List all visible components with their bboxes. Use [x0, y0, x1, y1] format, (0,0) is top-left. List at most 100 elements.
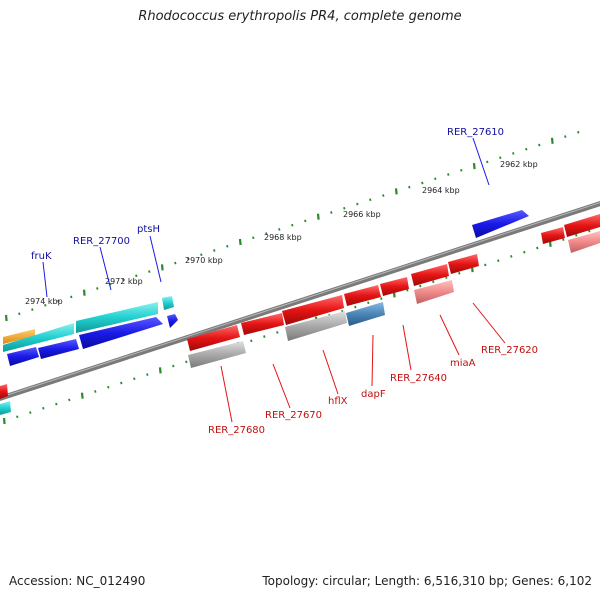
minor-tick	[278, 228, 281, 231]
feature-pink[interactable]	[414, 280, 454, 304]
minor-tick	[434, 177, 437, 181]
minor-tick	[146, 373, 149, 376]
minor-tick	[107, 385, 110, 389]
minor-tick	[356, 202, 359, 206]
minor-tick	[484, 263, 487, 267]
minor-tick	[31, 308, 34, 311]
gene-label-rer-27670[interactable]: RER_27670	[265, 410, 322, 421]
minor-tick	[538, 143, 541, 147]
genome-backbone	[0, 200, 600, 402]
minor-tick	[252, 236, 255, 240]
genome-backbone-highlight	[0, 202, 600, 398]
minor-tick	[432, 280, 435, 284]
major-tick	[316, 213, 320, 220]
feature-cds-reverse[interactable]	[187, 325, 240, 351]
reverse-gene-labels: RER_27680 RER_27670 hflX dapF RER_27640 …	[208, 345, 538, 436]
feature-grey[interactable]	[285, 311, 347, 341]
gene-label-rer-27680[interactable]: RER_27680	[208, 425, 265, 436]
feature-cds-forward[interactable]	[472, 210, 529, 238]
feature-cds-reverse[interactable]	[0, 384, 8, 399]
minor-tick	[330, 211, 333, 214]
minor-tick	[421, 181, 424, 185]
minor-tick	[94, 390, 97, 393]
feature-orange[interactable]	[3, 329, 35, 344]
gene-label-rer-27610[interactable]: RER_27610	[447, 127, 504, 138]
minor-tick	[185, 360, 188, 364]
minor-tick	[122, 278, 125, 282]
feature-grey[interactable]	[188, 341, 246, 368]
minor-tick	[354, 305, 357, 309]
minor-tick	[512, 152, 515, 155]
accession-text: Accession: NC_012490	[9, 574, 146, 588]
minor-tick	[369, 198, 372, 202]
feature-cds-forward[interactable]	[38, 339, 79, 359]
minor-tick	[109, 282, 112, 286]
minor-tick	[499, 156, 502, 160]
feature-cds-reverse[interactable]	[564, 214, 600, 237]
major-tick	[238, 238, 242, 246]
feature-cds-reverse[interactable]	[448, 254, 479, 274]
minor-tick	[562, 238, 565, 241]
label-leader-lines	[42, 137, 506, 423]
feature-cyan[interactable]	[76, 302, 158, 333]
feature-cyan[interactable]	[3, 323, 74, 352]
minor-tick	[523, 250, 526, 254]
gene-label-dapf[interactable]: dapF	[361, 389, 386, 400]
minor-tick	[226, 244, 229, 248]
feature-cyan[interactable]	[162, 296, 174, 310]
major-tick	[472, 162, 476, 170]
minor-tick	[172, 364, 175, 368]
minor-tick	[187, 257, 190, 261]
scale-label-2968: 2968 kbp	[264, 233, 302, 242]
minor-tick	[575, 233, 578, 237]
feature-cds-reverse[interactable]	[241, 313, 284, 335]
minor-tick	[304, 219, 307, 223]
minor-tick	[250, 339, 253, 343]
minor-tick	[148, 270, 151, 273]
minor-tick	[68, 398, 71, 402]
minor-tick	[276, 331, 279, 334]
scale-label-2964: 2964 kbp	[422, 186, 460, 195]
minor-tick	[447, 173, 450, 176]
minor-tick	[382, 194, 385, 197]
feature-cds-forward[interactable]	[7, 347, 39, 366]
feature-cds-forward[interactable]	[79, 317, 163, 349]
feature-cyan[interactable]	[0, 401, 11, 415]
major-tick	[550, 137, 554, 144]
gene-label-rer-27700[interactable]: RER_27700	[73, 236, 130, 247]
gene-label-hflx[interactable]: hflX	[328, 396, 348, 407]
minor-tick	[18, 312, 21, 316]
gene-label-frukk[interactable]: fruK	[31, 251, 52, 262]
minor-tick	[486, 160, 489, 164]
scale-label-2962: 2962 kbp	[500, 160, 538, 169]
scale-label-2972: 2972 kbp	[105, 277, 143, 286]
scale-ticks	[2, 130, 591, 425]
feature-cds-reverse[interactable]	[411, 264, 449, 286]
gene-label-ptsh[interactable]: ptsH	[137, 224, 160, 235]
gene-label-rer-27620[interactable]: RER_27620	[481, 345, 538, 356]
major-tick	[80, 392, 84, 399]
minor-tick	[120, 381, 123, 385]
minor-tick	[135, 274, 138, 278]
minor-tick	[200, 253, 203, 257]
minor-tick	[263, 335, 266, 338]
feature-pink[interactable]	[568, 231, 600, 253]
gene-label-rer-27640[interactable]: RER_27640	[390, 373, 447, 384]
feature-cds-reverse[interactable]	[541, 227, 565, 244]
scale-label-2970: 2970 kbp	[185, 256, 223, 265]
feature-cds-reverse[interactable]	[344, 285, 381, 306]
minor-tick	[536, 246, 539, 250]
minor-tick	[380, 297, 383, 300]
minor-tick	[564, 135, 567, 138]
minor-tick	[133, 377, 136, 381]
feature-cds-forward[interactable]	[167, 314, 178, 328]
minor-tick	[367, 301, 370, 305]
gene-label-miaa[interactable]: miaA	[450, 358, 476, 369]
feature-cds-reverse[interactable]	[282, 295, 344, 325]
feature-cds-reverse[interactable]	[380, 277, 409, 296]
forward-gene-labels: fruK RER_27700 ptsH RER_27610	[31, 127, 504, 262]
feature-steel[interactable]	[346, 302, 385, 326]
major-tick	[160, 264, 164, 271]
minor-tick	[588, 229, 591, 233]
minor-tick	[419, 284, 422, 288]
